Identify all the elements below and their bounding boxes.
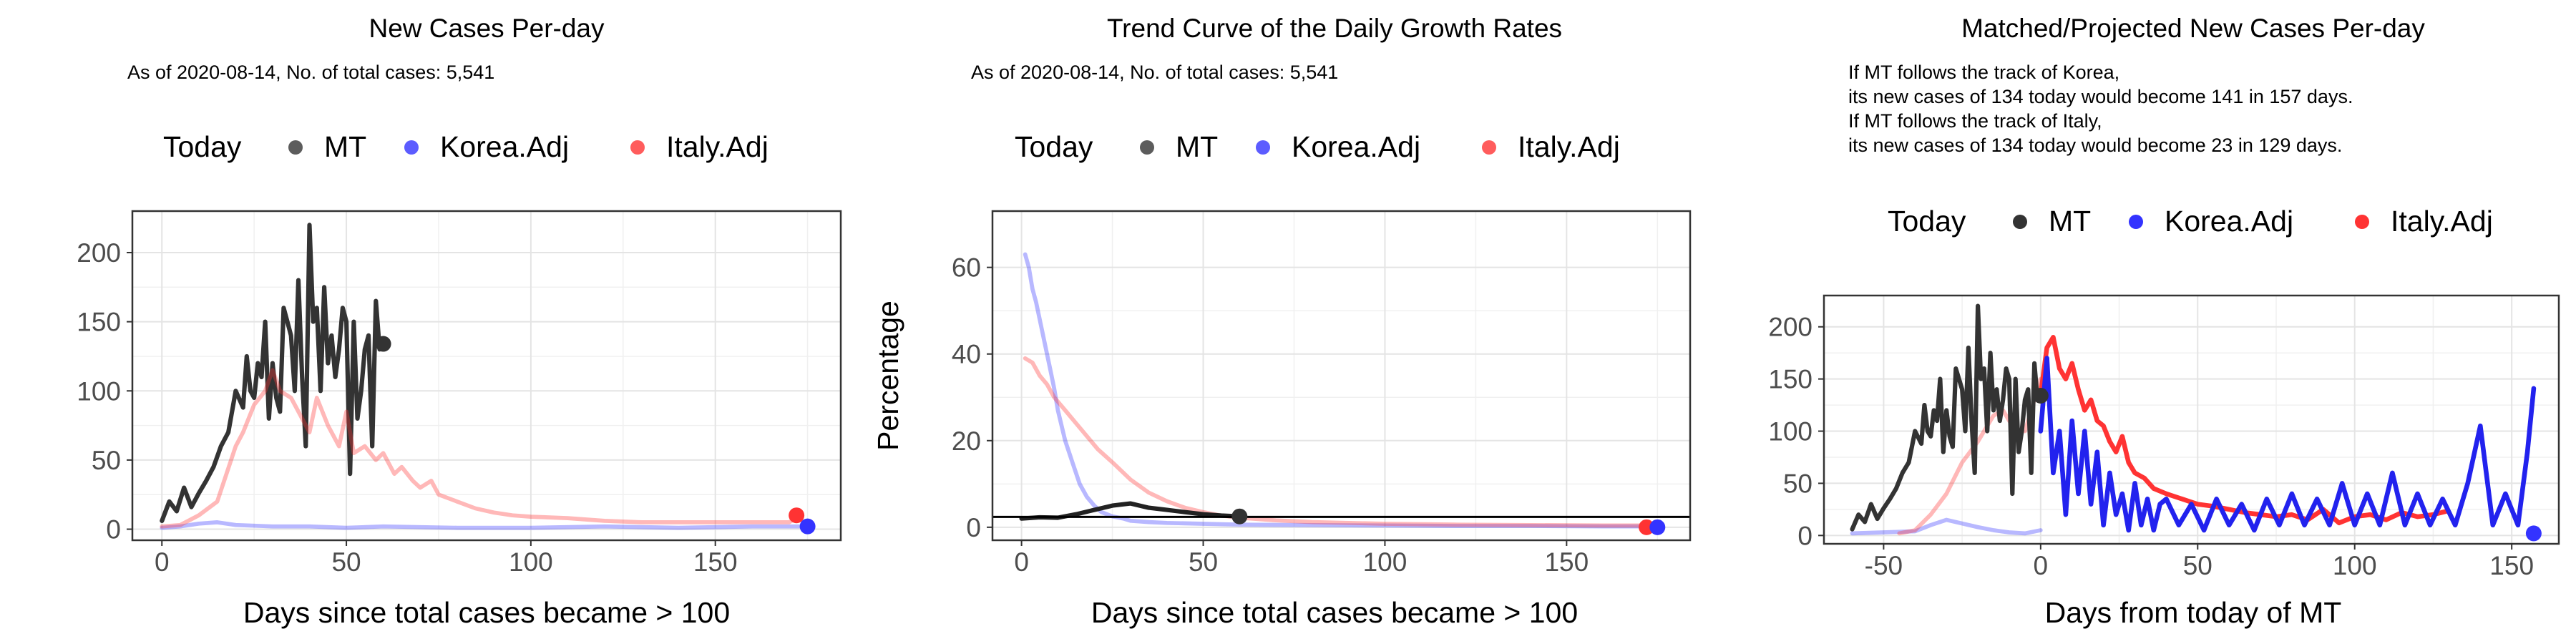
x-tick-label: 0 bbox=[2034, 551, 2049, 580]
x-tick-label: 150 bbox=[693, 547, 738, 577]
y-tick-label: 60 bbox=[952, 253, 981, 283]
y-tick-label: 20 bbox=[952, 426, 981, 456]
x-tick-label: 150 bbox=[2489, 551, 2534, 580]
series-line-mt bbox=[160, 223, 386, 523]
gridlines bbox=[992, 211, 1690, 540]
legend-key-korea-adj bbox=[1256, 140, 1270, 155]
y-tick-label: 0 bbox=[1797, 521, 1813, 550]
x-axis-label: Days since total cases became > 100 bbox=[243, 596, 730, 629]
legend: Today MT Korea.Adj Italy.Adj bbox=[1015, 130, 1620, 163]
panel-border bbox=[991, 210, 1692, 542]
chart-subtitle: its new cases of 134 today would become … bbox=[1848, 86, 2353, 107]
legend-label-italy-adj: Italy.Adj bbox=[2391, 205, 2493, 238]
y-tick-label: 150 bbox=[1768, 365, 1813, 394]
y-tick-label: 150 bbox=[77, 308, 121, 337]
y-tick-label: 50 bbox=[1783, 469, 1813, 498]
panel-border bbox=[1823, 294, 2560, 545]
chart-2: Trend Curve of the Daily Growth Rates As … bbox=[872, 14, 1692, 629]
gridlines bbox=[132, 211, 841, 540]
legend-label-italy-adj: Italy.Adj bbox=[1518, 130, 1620, 163]
legend-title: Today bbox=[1888, 205, 1966, 238]
y-tick-label: 200 bbox=[77, 238, 121, 268]
x-tick-label: 150 bbox=[1544, 547, 1589, 577]
series-line-korea-adj-past- bbox=[1850, 517, 2043, 536]
today-point-mt bbox=[375, 336, 391, 352]
legend-key-mt bbox=[2013, 215, 2027, 229]
legend-label-italy-adj: Italy.Adj bbox=[666, 130, 769, 163]
chart-3: Matched/Projected New Cases Per-day If MT… bbox=[1768, 14, 2560, 629]
y-tick-label: 50 bbox=[92, 446, 121, 475]
y-tick-label: 100 bbox=[77, 376, 121, 406]
series-line-italy-adj bbox=[160, 368, 803, 529]
x-axis-label: Days from today of MT bbox=[2045, 596, 2342, 629]
today-point-italy-adj bbox=[1639, 519, 1655, 535]
x-tick-label: 50 bbox=[331, 547, 361, 577]
legend-key-mt bbox=[288, 140, 303, 155]
series-group bbox=[1850, 303, 2537, 536]
today-point-korea-adj bbox=[799, 518, 816, 535]
series-line-italy-adj bbox=[2038, 335, 2449, 526]
series-line-korea-adj bbox=[160, 520, 810, 530]
y-tick-label: 0 bbox=[106, 515, 121, 545]
series-line-mt bbox=[1850, 303, 2043, 532]
x-tick-label: 100 bbox=[509, 547, 553, 577]
y-tick-label: 200 bbox=[1768, 313, 1813, 342]
x-tick-label: 50 bbox=[1189, 547, 1218, 577]
panel-border bbox=[131, 210, 842, 542]
y-tick-label: 0 bbox=[966, 513, 981, 542]
legend-key-italy-adj bbox=[630, 140, 645, 155]
today-point-mt bbox=[1231, 508, 1248, 525]
x-tick-label: 0 bbox=[1014, 547, 1029, 577]
legend-title: Today bbox=[163, 130, 242, 163]
x-tick-label: 0 bbox=[155, 547, 170, 577]
series-line-korea-adj bbox=[2038, 356, 2537, 533]
legend-key-korea-adj bbox=[404, 140, 419, 155]
legend-label-korea-adj: Korea.Adj bbox=[1292, 130, 1420, 163]
legend-key-korea-adj bbox=[2129, 215, 2143, 229]
chart-subtitle: its new cases of 134 today would become … bbox=[1848, 135, 2342, 156]
today-point-italy-adj bbox=[789, 507, 805, 524]
series-line-korea-adj bbox=[1023, 252, 1660, 529]
legend: Today MT Korea.Adj Italy.Adj bbox=[1888, 205, 2493, 238]
today-point-mt bbox=[2032, 387, 2049, 404]
y-tick-label: 40 bbox=[952, 340, 981, 369]
x-tick-label: 50 bbox=[2183, 551, 2212, 580]
chart-title: New Cases Per-day bbox=[369, 14, 605, 43]
x-tick-label: 100 bbox=[2333, 551, 2377, 580]
legend-label-mt: MT bbox=[2049, 205, 2091, 238]
legend-label-korea-adj: Korea.Adj bbox=[2165, 205, 2293, 238]
plot-panel bbox=[132, 211, 841, 540]
chart-subtitle: If MT follows the track of Italy, bbox=[1848, 110, 2102, 132]
chart-1: New Cases Per-day As of 2020-08-14, No. o… bbox=[77, 14, 842, 629]
legend-key-italy-adj bbox=[2355, 215, 2369, 229]
legend-label-mt: MT bbox=[1176, 130, 1218, 163]
today-point-korea-adj bbox=[1649, 519, 1666, 535]
legend-label-korea-adj: Korea.Adj bbox=[440, 130, 569, 163]
chart-subtitle: As of 2020-08-14, No. of total cases: 5,… bbox=[127, 62, 494, 83]
today-point-korea-adj bbox=[2525, 525, 2542, 542]
x-tick-label: 100 bbox=[1363, 547, 1407, 577]
legend-key-mt bbox=[1140, 140, 1154, 155]
plot-panel bbox=[992, 211, 1690, 540]
legend-key-italy-adj bbox=[1482, 140, 1496, 155]
x-tick-label: -50 bbox=[1865, 551, 1903, 580]
legend-title: Today bbox=[1015, 130, 1093, 163]
chart-title: Matched/Projected New Cases Per-day bbox=[1961, 14, 2425, 43]
chart-title: Trend Curve of the Daily Growth Rates bbox=[1107, 14, 1562, 43]
y-tick-label: 100 bbox=[1768, 417, 1813, 447]
series-line-italy-adj bbox=[1023, 356, 1652, 528]
chart-subtitle: As of 2020-08-14, No. of total cases: 5,… bbox=[971, 62, 1338, 83]
series-group bbox=[160, 223, 810, 530]
chart-subtitle: If MT follows the track of Korea, bbox=[1848, 62, 2119, 83]
legend-label-mt: MT bbox=[324, 130, 366, 163]
y-axis-label: Percentage bbox=[872, 301, 904, 451]
legend: Today MT Korea.Adj Italy.Adj bbox=[163, 130, 769, 163]
x-axis-label: Days since total cases became > 100 bbox=[1091, 596, 1578, 629]
